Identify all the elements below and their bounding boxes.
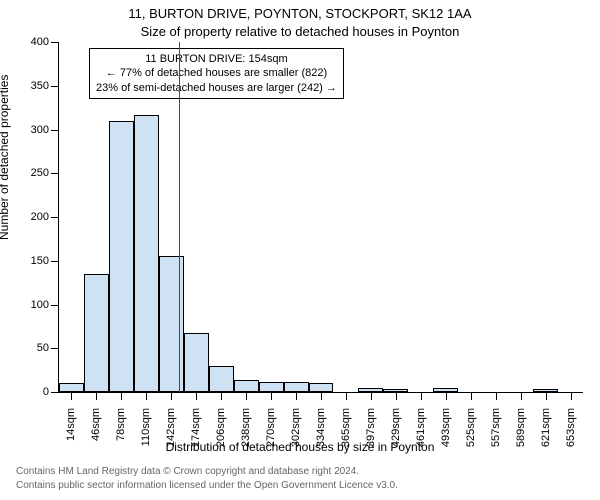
x-tick xyxy=(421,392,422,400)
x-tick xyxy=(271,392,272,400)
histogram-bar xyxy=(234,380,259,392)
y-tick-label: 200 xyxy=(31,211,59,223)
y-tick-label: 400 xyxy=(31,36,59,48)
histogram-bar xyxy=(109,121,134,392)
y-tick-label: 150 xyxy=(31,255,59,267)
annotation-line: 11 BURTON DRIVE: 154sqm xyxy=(96,52,337,66)
x-tick xyxy=(321,392,322,400)
x-tick xyxy=(96,392,97,400)
histogram-bar xyxy=(184,333,209,393)
y-tick-label: 0 xyxy=(43,386,59,398)
histogram-bar xyxy=(259,382,284,393)
reference-line xyxy=(179,42,180,392)
x-tick xyxy=(171,392,172,400)
x-tick-label: 78sqm xyxy=(115,408,127,441)
chart-container: 11, BURTON DRIVE, POYNTON, STOCKPORT, SK… xyxy=(0,0,600,500)
histogram-bar xyxy=(59,383,84,392)
chart-title-line2: Size of property relative to detached ho… xyxy=(0,24,600,39)
y-tick-label: 300 xyxy=(31,124,59,136)
x-tick xyxy=(246,392,247,400)
footer-line-1: Contains HM Land Registry data © Crown c… xyxy=(16,466,359,477)
x-axis-label: Distribution of detached houses by size … xyxy=(0,440,600,454)
x-tick-label: 46sqm xyxy=(90,408,102,441)
x-tick xyxy=(196,392,197,400)
y-tick-label: 50 xyxy=(37,342,59,354)
y-tick-label: 100 xyxy=(31,299,59,311)
x-tick xyxy=(71,392,72,400)
annotation-line: ← 77% of detached houses are smaller (82… xyxy=(96,66,337,80)
x-tick xyxy=(296,392,297,400)
y-axis-label: Number of detached properties xyxy=(0,75,11,240)
x-tick-label: 14sqm xyxy=(65,408,77,441)
x-tick xyxy=(396,392,397,400)
x-tick xyxy=(546,392,547,400)
annotation-box: 11 BURTON DRIVE: 154sqm← 77% of detached… xyxy=(89,48,344,99)
x-tick xyxy=(446,392,447,400)
x-tick xyxy=(496,392,497,400)
x-tick xyxy=(521,392,522,400)
plot-area: 11 BURTON DRIVE: 154sqm← 77% of detached… xyxy=(58,42,583,393)
x-tick xyxy=(471,392,472,400)
x-tick xyxy=(346,392,347,400)
histogram-bar xyxy=(209,366,234,392)
y-tick-label: 350 xyxy=(31,80,59,92)
x-tick xyxy=(371,392,372,400)
histogram-bar xyxy=(134,115,159,392)
annotation-line: 23% of semi-detached houses are larger (… xyxy=(96,81,337,95)
x-tick xyxy=(146,392,147,400)
histogram-bar xyxy=(309,383,334,392)
histogram-bar xyxy=(284,382,309,392)
histogram-bar xyxy=(84,274,109,392)
x-tick xyxy=(121,392,122,400)
footer-line-2: Contains public sector information licen… xyxy=(16,480,398,491)
x-tick xyxy=(571,392,572,400)
chart-title-line1: 11, BURTON DRIVE, POYNTON, STOCKPORT, SK… xyxy=(0,6,600,21)
y-tick-label: 250 xyxy=(31,167,59,179)
x-tick xyxy=(221,392,222,400)
